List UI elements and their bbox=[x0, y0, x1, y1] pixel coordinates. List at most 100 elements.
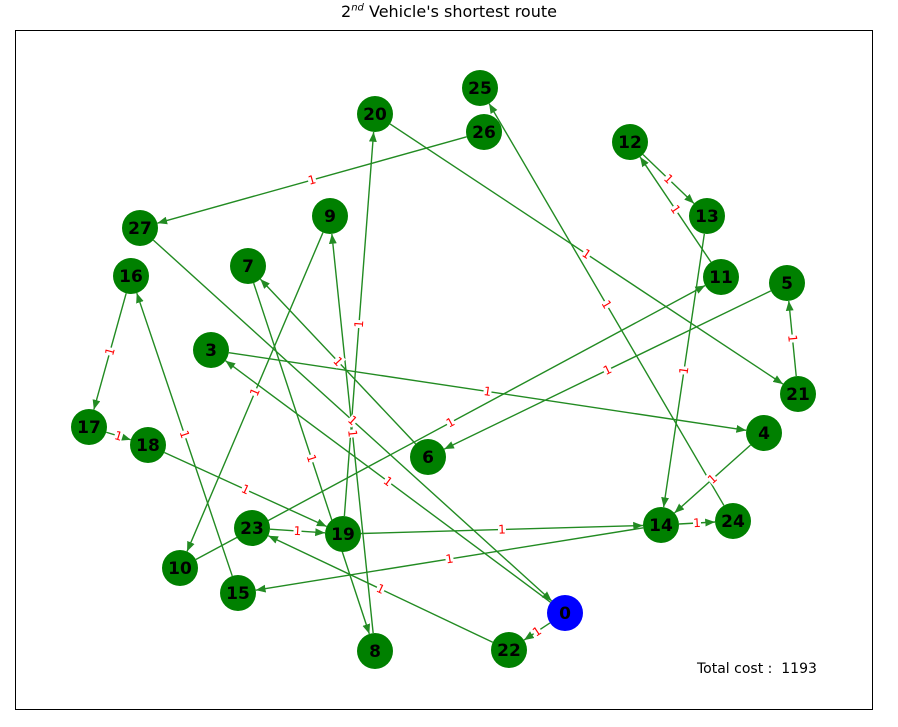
node-11 bbox=[703, 259, 739, 295]
node-label-3: 3 bbox=[205, 341, 217, 361]
node-10 bbox=[162, 550, 198, 586]
edge-weight-label: 1 bbox=[374, 581, 387, 597]
node-label-8: 8 bbox=[369, 642, 381, 662]
edge-weight-label: 1 bbox=[785, 334, 800, 343]
node-6 bbox=[410, 439, 446, 475]
edge-weight-label: 1 bbox=[677, 366, 692, 376]
edge-weight-label: 1 bbox=[668, 202, 684, 216]
edge-label-bg bbox=[668, 202, 684, 217]
node-23 bbox=[234, 510, 270, 546]
total-cost-value: 1193 bbox=[781, 661, 817, 677]
edge-label-bg bbox=[112, 428, 125, 443]
node-label-19: 19 bbox=[331, 525, 355, 545]
edge-weight-label: 1 bbox=[444, 415, 457, 431]
edge-label-bg bbox=[444, 551, 455, 566]
edge-label-bg bbox=[661, 171, 677, 187]
node-label-11: 11 bbox=[709, 268, 733, 288]
node-label-9: 9 bbox=[324, 207, 336, 227]
total-cost: Total cost : 1193 bbox=[697, 661, 817, 677]
total-cost-label: Total cost : bbox=[697, 661, 773, 677]
edge-weight-label: 1 bbox=[381, 474, 395, 490]
node-label-17: 17 bbox=[77, 418, 101, 438]
edge-label-bg bbox=[346, 428, 360, 439]
node-label-10: 10 bbox=[168, 559, 192, 579]
edge-label-bg bbox=[599, 297, 615, 311]
node-label-21: 21 bbox=[786, 385, 810, 405]
node-label-25: 25 bbox=[468, 79, 492, 99]
edge-weight-label: 1 bbox=[445, 551, 455, 566]
edge-label-bg bbox=[374, 580, 388, 597]
edge-label-bg bbox=[600, 361, 614, 378]
node-27 bbox=[122, 210, 158, 246]
edge-label-bg bbox=[579, 245, 594, 262]
edge-weight-label: 1 bbox=[306, 172, 317, 188]
edge-label-bg bbox=[177, 428, 193, 441]
edge-label-bg bbox=[345, 412, 361, 428]
node-label-18: 18 bbox=[136, 436, 160, 456]
edge-weight-label: 1 bbox=[601, 362, 614, 378]
node-26 bbox=[466, 114, 502, 150]
node-label-23: 23 bbox=[240, 519, 264, 539]
node-9 bbox=[312, 198, 348, 234]
edge-label-bg bbox=[529, 623, 544, 639]
node-label-4: 4 bbox=[758, 424, 770, 444]
node-label-14: 14 bbox=[649, 516, 673, 536]
edge-label-bg bbox=[704, 471, 720, 487]
node-13 bbox=[689, 198, 725, 234]
title-prefix: 2 bbox=[341, 2, 352, 21]
edge-label-bg bbox=[330, 353, 346, 369]
node-22 bbox=[491, 632, 527, 668]
plot-frame bbox=[15, 30, 873, 710]
node-15 bbox=[220, 575, 256, 611]
edge-weight-label: 1 bbox=[293, 524, 302, 538]
node-label-12: 12 bbox=[618, 133, 642, 153]
node-label-6: 6 bbox=[422, 448, 434, 468]
chart-title: 2nd Vehicle's shortest route bbox=[0, 2, 898, 21]
depot-node bbox=[547, 595, 583, 631]
node-label-0: 0 bbox=[559, 604, 571, 624]
edge-weight-label: 1 bbox=[102, 346, 118, 357]
node-5 bbox=[769, 265, 805, 301]
edge-label-bg bbox=[381, 473, 396, 489]
edge-label-bg bbox=[246, 385, 263, 399]
edge-weight-label: 1 bbox=[352, 320, 367, 329]
edge-weight-label: 1 bbox=[345, 429, 360, 438]
edge-weight-label: 1 bbox=[177, 429, 193, 441]
node-label-7: 7 bbox=[242, 257, 254, 277]
node-25 bbox=[462, 70, 498, 106]
edge-weight-label: 1 bbox=[530, 624, 544, 640]
node-20 bbox=[357, 96, 393, 132]
edge-label-bg bbox=[443, 414, 457, 430]
edge-weight-label: 1 bbox=[113, 428, 124, 444]
edge-weight-label: 1 bbox=[304, 453, 320, 465]
edge-label-bg bbox=[239, 481, 253, 497]
node-label-24: 24 bbox=[721, 512, 745, 532]
edge-label-bg bbox=[786, 333, 800, 344]
node-label-26: 26 bbox=[472, 123, 496, 143]
edge-weight-label: 1 bbox=[693, 516, 701, 530]
edge-label-bg bbox=[293, 523, 302, 538]
node-4 bbox=[746, 415, 782, 451]
node-18 bbox=[130, 427, 166, 463]
edge-weight-label: 1 bbox=[599, 298, 615, 312]
title-superscript: nd bbox=[351, 2, 364, 14]
node-7 bbox=[230, 248, 266, 284]
node-label-15: 15 bbox=[226, 584, 250, 604]
node-16 bbox=[113, 258, 149, 294]
node-label-16: 16 bbox=[119, 267, 143, 287]
edge-label-bg bbox=[102, 345, 117, 357]
node-label-27: 27 bbox=[128, 219, 152, 239]
edge-label-bg bbox=[497, 522, 507, 536]
title-rest: Vehicle's shortest route bbox=[363, 2, 557, 21]
edge-weight-label: 1 bbox=[239, 482, 252, 498]
edge-label-bg bbox=[304, 452, 320, 465]
node-3 bbox=[193, 332, 229, 368]
node-label-13: 13 bbox=[695, 207, 719, 227]
node-14 bbox=[643, 507, 679, 543]
edge-label-bg bbox=[692, 515, 702, 530]
node-21 bbox=[780, 376, 816, 412]
node-12 bbox=[612, 124, 648, 160]
edge-label-bg bbox=[306, 172, 318, 187]
